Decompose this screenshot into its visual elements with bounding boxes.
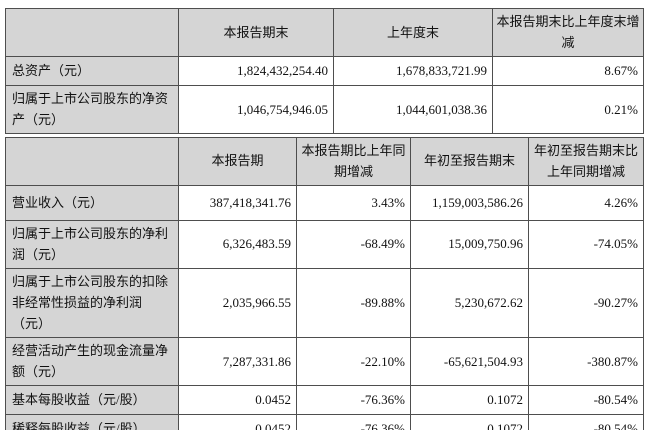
table-row-diluted-eps: 稀释每股收益（元/股） 0.0452 -76.36% 0.1072 -80.54… <box>5 413 644 430</box>
value-cell: 0.1072 <box>410 384 529 415</box>
value-cell: 5,230,672.62 <box>410 267 529 338</box>
value-cell: 1,678,833,721.99 <box>333 55 493 86</box>
table-row-total-assets: 总资产（元） 1,824,432,254.40 1,678,833,721.99… <box>5 55 644 86</box>
value-cell: 0.21% <box>492 84 644 134</box>
corner-blank-cell <box>5 8 179 57</box>
table-row-net-assets: 归属于上市公司股东的净资产（元） 1,046,754,946.05 1,044,… <box>5 84 644 134</box>
table-header-row: 本报告期末 上年度末 本报告期末比上年度末增减 <box>5 8 644 57</box>
column-header-current-period-end: 本报告期末 <box>178 8 334 57</box>
value-cell: 6,326,483.59 <box>178 219 297 269</box>
value-cell: 4.26% <box>528 184 644 221</box>
value-cell: -80.54% <box>528 384 644 415</box>
table-row-operating-cash-flow: 经营活动产生的现金流量净额（元） 7,287,331.86 -22.10% -6… <box>5 336 644 386</box>
value-cell: -76.36% <box>296 384 411 415</box>
table-row-basic-eps: 基本每股收益（元/股） 0.0452 -76.36% 0.1072 -80.54… <box>5 384 644 415</box>
column-header-year-to-date: 年初至报告期末 <box>410 136 529 186</box>
value-cell: 0.0452 <box>178 413 297 430</box>
column-header-change-vs-same-period: 本报告期比上年同期增减 <box>296 136 411 186</box>
value-cell: -76.36% <box>296 413 411 430</box>
value-cell: 1,044,601,038.36 <box>333 84 493 134</box>
row-label: 总资产（元） <box>5 55 179 86</box>
table-header-row: 本报告期 本报告期比上年同期增减 年初至报告期末 年初至报告期末比上年同期增减 <box>5 136 644 186</box>
table-row-net-profit-excl-nonrecurring: 归属于上市公司股东的扣除非经常性损益的净利润（元） 2,035,966.55 -… <box>5 267 644 338</box>
income-summary-table: 本报告期 本报告期比上年同期增减 年初至报告期末 年初至报告期末比上年同期增减 … <box>5 136 644 430</box>
row-label: 归属于上市公司股东的净资产（元） <box>5 84 179 134</box>
row-label: 经营活动产生的现金流量净额（元） <box>5 336 179 386</box>
column-header-prior-year-end: 上年度末 <box>333 8 493 57</box>
value-cell: 15,009,750.96 <box>410 219 529 269</box>
value-cell: -380.87% <box>528 336 644 386</box>
balance-summary-table: 本报告期末 上年度末 本报告期末比上年度末增减 总资产（元） 1,824,432… <box>5 8 644 134</box>
column-header-current-period: 本报告期 <box>178 136 297 186</box>
value-cell: 387,418,341.76 <box>178 184 297 221</box>
value-cell: -80.54% <box>528 413 644 430</box>
value-cell: 1,824,432,254.40 <box>178 55 334 86</box>
table-row-operating-revenue: 营业收入（元） 387,418,341.76 3.43% 1,159,003,5… <box>5 184 644 221</box>
row-label: 归属于上市公司股东的扣除非经常性损益的净利润（元） <box>5 267 179 338</box>
value-cell: 2,035,966.55 <box>178 267 297 338</box>
column-header-change-vs-prior-year-end: 本报告期末比上年度末增减 <box>492 8 644 57</box>
value-cell: 1,159,003,586.26 <box>410 184 529 221</box>
value-cell: 1,046,754,946.05 <box>178 84 334 134</box>
value-cell: -89.88% <box>296 267 411 338</box>
value-cell: 8.67% <box>492 55 644 86</box>
value-cell: 3.43% <box>296 184 411 221</box>
column-header-ytd-change-vs-same-period: 年初至报告期末比上年同期增减 <box>528 136 644 186</box>
table-row-net-profit: 归属于上市公司股东的净利润（元） 6,326,483.59 -68.49% 15… <box>5 219 644 269</box>
value-cell: -22.10% <box>296 336 411 386</box>
row-label: 基本每股收益（元/股） <box>5 384 179 415</box>
value-cell: 0.1072 <box>410 413 529 430</box>
row-label: 营业收入（元） <box>5 184 179 221</box>
value-cell: -65,621,504.93 <box>410 336 529 386</box>
value-cell: -74.05% <box>528 219 644 269</box>
row-label: 稀释每股收益（元/股） <box>5 413 179 430</box>
row-label: 归属于上市公司股东的净利润（元） <box>5 219 179 269</box>
value-cell: -90.27% <box>528 267 644 338</box>
corner-blank-cell <box>5 136 179 186</box>
value-cell: 0.0452 <box>178 384 297 415</box>
value-cell: -68.49% <box>296 219 411 269</box>
value-cell: 7,287,331.86 <box>178 336 297 386</box>
